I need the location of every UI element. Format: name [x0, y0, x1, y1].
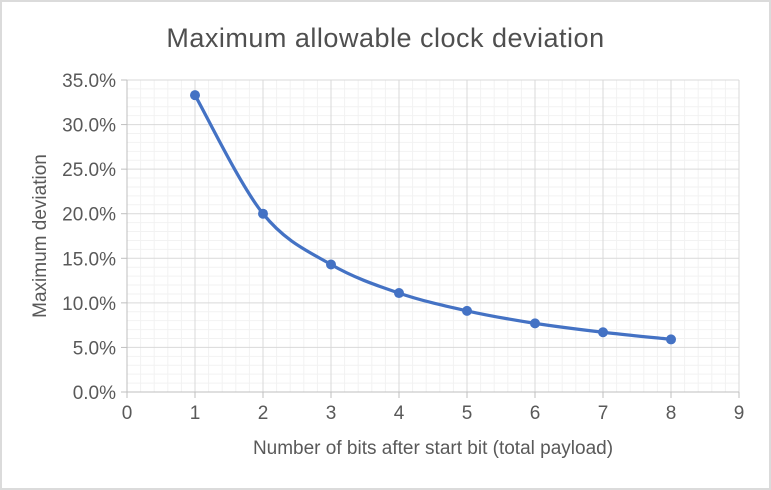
x-tick-label: 9	[734, 403, 745, 424]
data-point-marker	[530, 318, 540, 329]
y-tick-label: 35.0%	[62, 71, 116, 92]
y-tick-label: 5.0%	[73, 338, 116, 359]
x-tick-label: 2	[258, 403, 269, 424]
data-point-marker	[462, 305, 472, 316]
y-tick-label: 30.0%	[62, 116, 116, 137]
x-tick-label: 4	[394, 403, 405, 424]
y-tick-label: 20.0%	[62, 205, 116, 226]
data-point-marker	[326, 259, 336, 270]
data-point-marker	[258, 208, 268, 219]
x-axis-title: Number of bits after start bit (total pa…	[252, 438, 614, 459]
data-point-marker	[598, 327, 608, 338]
chart-title: Maximum allowable clock deviation	[166, 23, 605, 53]
x-tick-label: 5	[462, 403, 473, 424]
x-tick-label: 0	[122, 403, 133, 424]
data-point-marker	[190, 90, 200, 101]
y-tick-label: 25.0%	[62, 160, 116, 181]
data-point-marker	[666, 334, 676, 345]
x-tick-label: 6	[530, 403, 541, 424]
data-point-marker	[394, 288, 404, 299]
x-tick-label: 8	[666, 403, 677, 424]
y-tick-label: 15.0%	[62, 249, 116, 270]
x-tick-label: 1	[190, 403, 201, 424]
x-tick-label: 7	[598, 403, 609, 424]
x-tick-label: 3	[326, 403, 337, 424]
y-tick-label: 10.0%	[62, 294, 116, 315]
y-axis-title: Maximum deviation	[30, 154, 51, 318]
y-tick-label: 0.0%	[73, 383, 116, 404]
